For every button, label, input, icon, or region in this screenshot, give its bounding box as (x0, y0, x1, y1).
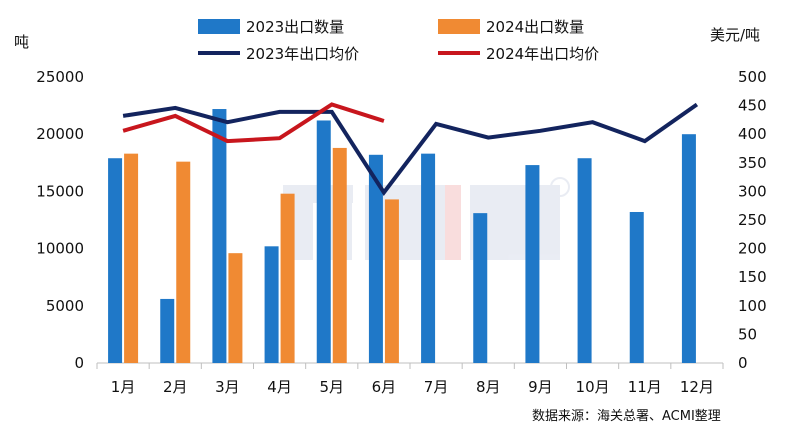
bar-2023-11 (629, 211, 644, 363)
left-tick-label: 0 (74, 354, 84, 372)
x-tick-label: 7月 (424, 378, 449, 396)
right-tick-label: 100 (738, 297, 767, 315)
bar-2023-12 (681, 134, 696, 363)
price-line-2023 (122, 102, 699, 196)
bar-2024-4 (280, 193, 295, 363)
bar-2024-5 (332, 147, 347, 363)
bar-2023-6 (368, 154, 383, 363)
right-axis-unit: 美元/吨 (710, 26, 760, 44)
right-tick-label: 350 (738, 154, 767, 172)
right-tick-label: 400 (738, 125, 767, 143)
bar-2023-8 (473, 213, 488, 363)
left-tick-label: 20000 (36, 125, 84, 143)
right-tick-label: 250 (738, 211, 767, 229)
bar-2023-2 (160, 298, 175, 363)
left-tick-label: 5000 (46, 297, 84, 315)
bar-2023-7 (421, 153, 436, 363)
bar-2023-9 (525, 165, 540, 363)
source-note: 数据来源：海关总署、ACMI整理 (532, 409, 721, 424)
legend-label-2023-price: 2023年出口均价 (246, 45, 359, 63)
right-tick-label: 450 (738, 97, 767, 115)
bar-2023-5 (316, 120, 331, 363)
bar-2023-4 (264, 246, 279, 363)
bar-2024-6 (384, 199, 399, 363)
x-tick-label: 10月 (576, 378, 610, 396)
bar-2023-1 (108, 158, 123, 363)
x-tick-label: 11月 (628, 378, 662, 396)
bar-2023-3 (212, 109, 227, 363)
bar-2024-2 (176, 161, 191, 363)
left-axis-ticks: 0 5000 10000 15000 20000 25000 (36, 68, 84, 372)
legend-label-2023-qty: 2023出口数量 (246, 18, 344, 36)
legend-label-2024-qty: 2024出口数量 (486, 18, 584, 36)
bar-2024-1 (124, 153, 139, 363)
x-tick-label: 4月 (267, 378, 292, 396)
right-axis-ticks: 0 50 100 150 200 250 300 350 400 450 500 (738, 68, 767, 372)
left-tick-label: 15000 (36, 182, 84, 200)
legend-swatch-2024-qty (438, 19, 480, 34)
x-tick-label: 12月 (680, 378, 714, 396)
x-tick-label: 2月 (163, 378, 188, 396)
x-tick-label: 8月 (476, 378, 501, 396)
legend: 2023出口数量 2024出口数量 2023年出口均价 2024年出口均价 (198, 18, 599, 63)
x-tick-label: 1月 (111, 378, 136, 396)
bar-2023-10 (577, 158, 592, 363)
x-tick-label: 9月 (528, 378, 553, 396)
right-tick-label: 200 (738, 240, 767, 258)
left-tick-label: 10000 (36, 240, 84, 258)
price-lines (122, 102, 699, 196)
right-tick-label: 50 (738, 325, 757, 343)
left-axis-unit: 吨 (14, 33, 29, 51)
x-tick-label: 3月 (215, 378, 240, 396)
x-axis-ticks: 1月 2月 3月 4月 5月 6月 7月 8月 9月 10月 11月 12月 (96, 363, 724, 396)
bars (108, 109, 696, 363)
bar-2024-3 (228, 253, 243, 363)
price-line-2024 (122, 102, 385, 144)
right-tick-label: 150 (738, 268, 767, 286)
left-tick-label: 25000 (36, 68, 84, 86)
legend-swatch-2023-qty (198, 19, 240, 34)
right-tick-label: 0 (738, 354, 748, 372)
x-tick-label: 5月 (319, 378, 344, 396)
x-tick-label: 6月 (372, 378, 397, 396)
right-tick-label: 500 (738, 68, 767, 86)
right-tick-label: 300 (738, 182, 767, 200)
legend-label-2024-price: 2024年出口均价 (486, 45, 599, 63)
